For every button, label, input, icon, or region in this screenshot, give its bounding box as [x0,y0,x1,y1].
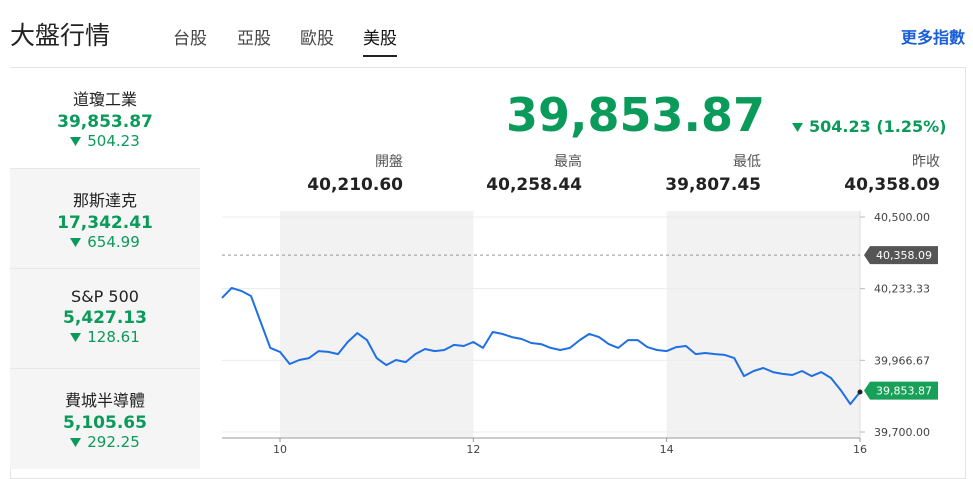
x-tick-label: 12 [466,443,480,456]
index-name: 費城半導體 [64,391,145,410]
reference-box [864,246,938,265]
index-name: S&P 500 [71,287,139,306]
x-tick-label: 16 [853,443,867,456]
stat: 昨收 40,358.09 [770,151,940,195]
tab[interactable]: 亞股 [237,29,271,49]
band [666,211,860,438]
index-value: 5,105.65 [63,413,147,433]
page-title: 大盤行情 [10,21,111,50]
index-item[interactable]: S&P 500 5,427.13 128.61 [10,268,200,369]
index-item[interactable]: 道瓊工業 39,853.87 504.23 [10,68,200,168]
index-change: 654.99 [10,233,200,251]
last-value-label: 39,853.87 [876,385,932,398]
stat: 開盤 40,210.60 [233,151,403,195]
stat-value: 40,210.60 [307,175,403,195]
band [280,211,474,438]
stat-value: 40,258.44 [486,175,582,195]
tab[interactable]: 歐股 [300,29,334,49]
last-value-box [864,381,938,400]
index-change: 292.25 [10,433,200,451]
down-icon [70,333,82,342]
y-tick-label: 40,233.33 [874,283,930,296]
index-name: 那斯達克 [72,191,137,210]
index-value: 39,853.87 [57,112,153,132]
tab[interactable]: 美股 [363,24,397,57]
index-item[interactable]: 那斯達克 17,342.41 654.99 [10,168,200,269]
stat-label: 昨收 [912,154,940,170]
stat-label: 最高 [554,154,582,170]
stat-value: 40,358.09 [844,175,940,195]
index-value: 5,427.13 [63,308,147,328]
x-tick-label: 14 [660,443,674,456]
down-icon [70,438,82,447]
y-tick-label: 40,500.00 [874,211,930,224]
y-tick-label: 39,700.00 [874,426,930,439]
price: 39,853.87 [506,88,765,142]
price-line [221,286,861,406]
down-icon [70,238,82,247]
index-change: 128.61 [10,328,200,346]
index-item[interactable]: 費城半導體 5,105.65 292.25 [10,368,200,469]
price-change: 504.23 (1.25%) [792,117,946,136]
index-change-text: 504.23 [87,132,140,150]
stat-label: 最低 [733,154,761,170]
stat-value: 39,807.45 [665,175,761,195]
change-text: 504.23 (1.25%) [809,117,947,136]
x-tick-label: 10 [273,443,287,456]
down-icon [792,123,803,132]
index-change-text: 654.99 [87,233,140,251]
y-tick-label: 39,966.67 [874,354,930,367]
tab[interactable]: 台股 [173,29,207,49]
index-change-text: 292.25 [87,433,140,451]
index-change: 504.23 [10,132,200,150]
index-change-text: 128.61 [87,328,140,346]
index-name: 道瓊工業 [72,90,137,109]
down-icon [70,137,82,146]
last-point [857,389,863,395]
stat: 最高 40,258.44 [412,151,582,195]
index-value: 17,342.41 [57,213,153,233]
stat-label: 開盤 [375,154,403,170]
stat: 最低 39,807.45 [591,151,761,195]
reference-label: 40,358.09 [876,249,932,262]
more-link[interactable]: 更多指數 [900,28,965,47]
